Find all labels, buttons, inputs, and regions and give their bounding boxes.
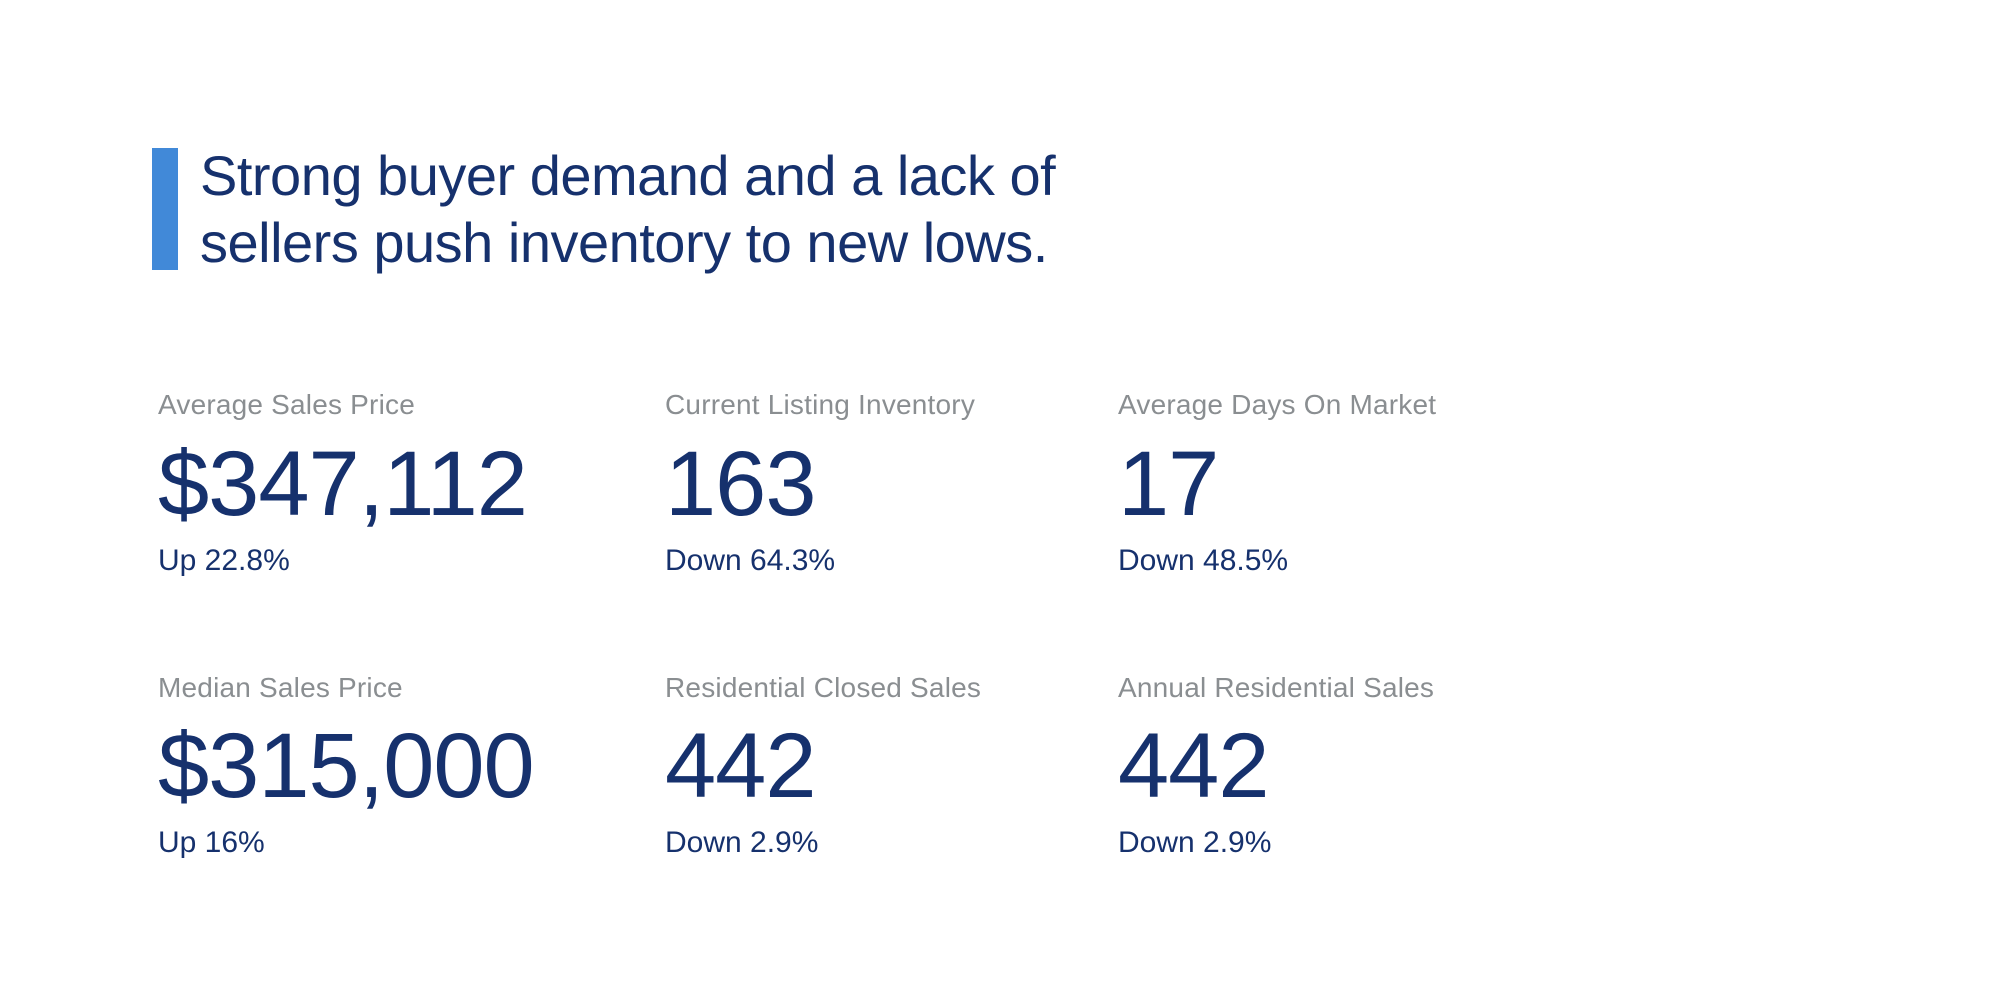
stats-grid: Average Sales Price $347,112 Up 22.8% Cu… [158, 388, 2000, 860]
stat-label: Current Listing Inventory [665, 389, 976, 421]
stat-value: $315,000 [158, 715, 535, 818]
stat-value: $347,112 [158, 432, 528, 535]
stat-label: Average Days On Market [1118, 389, 1437, 421]
page-title-line-1: Strong buyer demand and a lack of [200, 144, 1056, 207]
stat-value: 442 [665, 715, 817, 818]
headline-block: Strong buyer demand and a lack of seller… [152, 142, 2000, 276]
stat-label: Median Sales Price [158, 671, 403, 703]
stat-card-average-sales-price: Average Sales Price $347,112 Up 22.8% [158, 388, 665, 578]
stat-label: Residential Closed Sales [665, 671, 982, 703]
stat-label: Average Sales Price [158, 389, 415, 421]
stat-change: Down 48.5% [1118, 543, 1289, 577]
stat-value: 17 [1118, 432, 1219, 535]
stat-change: Down 2.9% [665, 825, 819, 859]
stat-value: 163 [665, 432, 817, 535]
stat-card-current-listing-inventory: Current Listing Inventory 163 Down 64.3% [665, 388, 1118, 578]
stat-value: 442 [1118, 715, 1270, 818]
page-title-line-2: sellers push inventory to new lows. [200, 211, 1048, 275]
stat-change: Up 22.8% [158, 543, 290, 577]
market-stats-page: Strong buyer demand and a lack of seller… [0, 142, 2000, 1000]
stat-card-annual-residential-sales: Annual Residential Sales 442 Down 2.9% [1118, 671, 1758, 861]
stat-change: Down 2.9% [1118, 825, 1272, 859]
page-title: Strong buyer demand and a lack of seller… [200, 142, 1056, 276]
stat-change: Down 64.3% [665, 543, 836, 577]
stat-card-average-days-on-market: Average Days On Market 17 Down 48.5% [1118, 388, 1758, 578]
stat-label: Annual Residential Sales [1118, 671, 1435, 703]
stat-card-median-sales-price: Median Sales Price $315,000 Up 16% [158, 671, 665, 861]
stat-card-residential-closed-sales: Residential Closed Sales 442 Down 2.9% [665, 671, 1118, 861]
headline-accent-bar [152, 148, 178, 271]
stat-change: Up 16% [158, 825, 265, 859]
